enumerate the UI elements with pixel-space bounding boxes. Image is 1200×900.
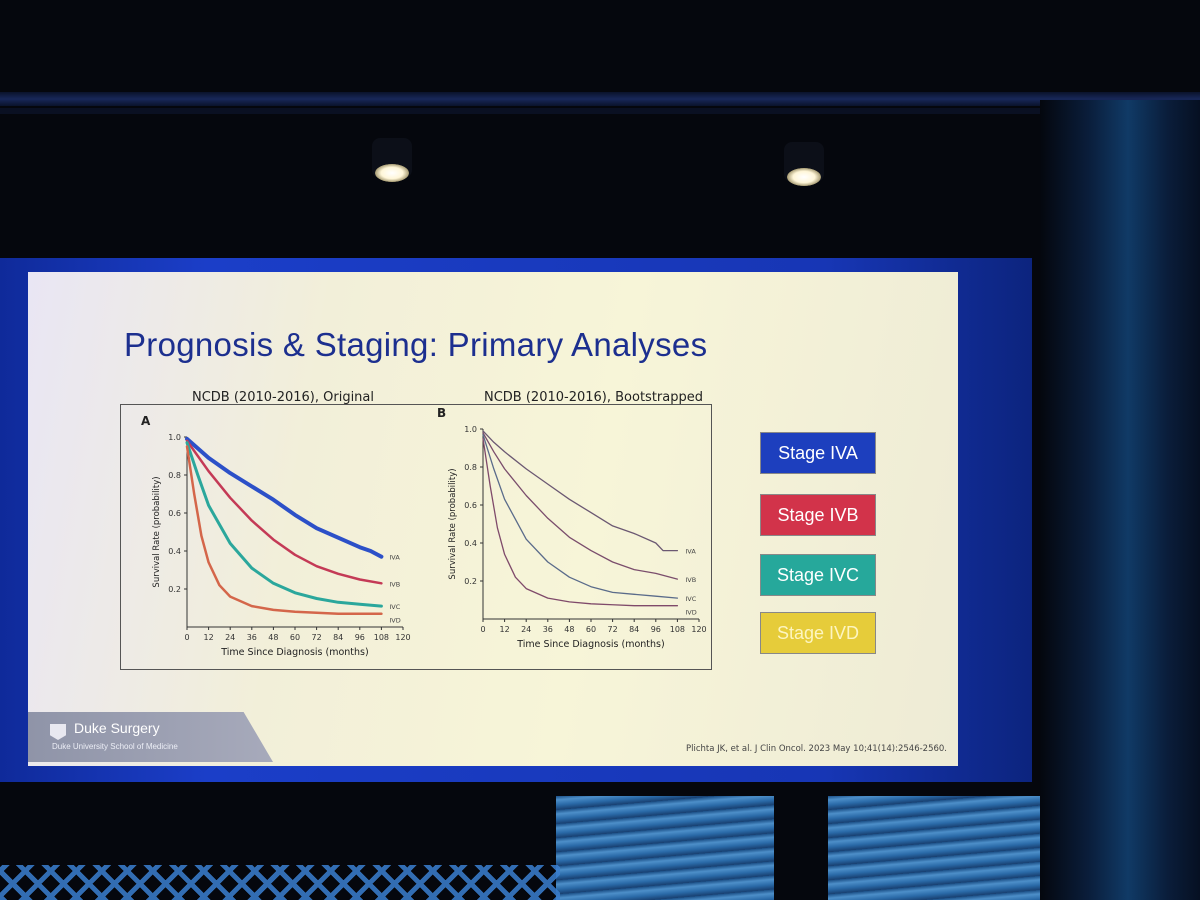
panel-letter: A xyxy=(141,414,151,428)
lighting-truss-bar xyxy=(0,108,1200,114)
series-label-ivb: IVB xyxy=(389,580,400,588)
x-tick-label: 36 xyxy=(543,625,553,634)
lighting-truss xyxy=(0,92,1200,106)
y-axis-label: Survival Rate (probability) xyxy=(152,476,162,587)
survival-chart-a: A 0.2 0.4 0.6 0.8 1.0 0 12 24 36 48 60 72 84 96 108 120 T… xyxy=(141,414,411,658)
series-label-iva: IVA xyxy=(389,554,400,562)
legend-item-stage-ivc: Stage IVC xyxy=(760,554,876,596)
x-tick-label: 60 xyxy=(586,625,596,634)
spotlight-right xyxy=(787,168,821,186)
citation: Plichta JK, et al. J Clin Oncol. 2023 Ma… xyxy=(686,744,947,754)
legend-item-stage-ivb: Stage IVB xyxy=(760,494,876,536)
legend-item-stage-ivd: Stage IVD xyxy=(760,612,876,654)
duke-shield-icon xyxy=(50,724,66,740)
x-tick-label: 120 xyxy=(395,633,410,642)
y-tick-label: 0.4 xyxy=(168,547,181,556)
series-line-ivd xyxy=(482,437,679,607)
y-tick-label: 0.4 xyxy=(464,539,477,548)
series-line-ivb xyxy=(482,432,679,580)
x-axis-label: Time Since Diagnosis (months) xyxy=(516,639,664,650)
stage-panel-left xyxy=(556,796,774,900)
x-tick-label: 108 xyxy=(670,625,685,634)
stage-curtain xyxy=(1040,100,1200,900)
series-label-ivc: IVC xyxy=(389,603,400,611)
x-tick-label: 84 xyxy=(629,625,639,634)
series-line-ivb xyxy=(185,439,383,585)
series-line-ivc xyxy=(482,434,679,599)
duke-surgery-logo: Duke Surgery Duke University School of M… xyxy=(28,712,273,762)
x-tick-label: 12 xyxy=(204,633,214,642)
x-tick-label: 108 xyxy=(374,633,389,642)
figure-frame: A 0.2 0.4 0.6 0.8 1.0 0 12 24 36 48 60 72 84 96 108 120 T… xyxy=(120,404,712,670)
x-tick-label: 60 xyxy=(290,633,300,642)
y-tick-label: 1.0 xyxy=(168,433,181,442)
x-tick-label: 84 xyxy=(333,633,343,642)
series-line-ivc xyxy=(185,441,383,608)
panel-a-title: NCDB (2010-2016), Original xyxy=(192,390,374,405)
panel-b-title: NCDB (2010-2016), Bootstrapped xyxy=(484,390,703,405)
series-line-ivd xyxy=(185,445,383,615)
logo-subtitle: Duke University School of Medicine xyxy=(52,742,178,751)
y-tick-label: 0.6 xyxy=(464,501,477,510)
x-tick-label: 48 xyxy=(564,625,574,634)
series-label-ivb: IVB xyxy=(685,576,696,584)
y-tick-label: 0.2 xyxy=(168,585,181,594)
y-tick-label: 0.8 xyxy=(168,471,181,480)
x-tick-label: 96 xyxy=(651,625,661,634)
y-tick-label: 0.2 xyxy=(464,577,477,586)
y-tick-label: 1.0 xyxy=(464,425,477,434)
x-tick-label: 24 xyxy=(225,633,235,642)
series-label-ivd: IVD xyxy=(685,609,696,617)
x-tick-label: 0 xyxy=(480,625,485,634)
stage-lattice xyxy=(0,865,560,900)
series-label-iva: IVA xyxy=(685,548,696,556)
series-label-ivc: IVC xyxy=(685,595,696,603)
presentation-slide: Prognosis & Staging: Primary Analyses NC… xyxy=(28,272,958,766)
x-tick-label: 12 xyxy=(500,625,510,634)
slide-title: Prognosis & Staging: Primary Analyses xyxy=(124,326,708,363)
x-tick-label: 96 xyxy=(355,633,365,642)
x-axis-label: Time Since Diagnosis (months) xyxy=(220,647,368,658)
panel-letter: B xyxy=(437,406,446,420)
series-line-iva xyxy=(185,436,384,559)
x-tick-label: 72 xyxy=(312,633,322,642)
logo-name: Duke Surgery xyxy=(74,720,160,736)
stage-panel-right xyxy=(828,796,1040,900)
survival-chart-b: B 0.2 0.4 0.6 0.8 1.0 0 12 24 36 48 60 72 84 96 108 120 T… xyxy=(437,406,707,650)
x-tick-label: 36 xyxy=(247,633,257,642)
y-tick-label: 0.8 xyxy=(464,463,477,472)
x-tick-label: 24 xyxy=(521,625,531,634)
y-tick-label: 0.6 xyxy=(168,509,181,518)
x-tick-label: 0 xyxy=(184,633,189,642)
x-tick-label: 72 xyxy=(608,625,618,634)
x-tick-label: 120 xyxy=(691,625,706,634)
x-tick-label: 48 xyxy=(268,633,278,642)
legend-item-stage-iva: Stage IVA xyxy=(760,432,876,474)
y-axis-label: Survival Rate (probability) xyxy=(448,468,458,579)
spotlight-left xyxy=(375,164,409,182)
series-label-ivd: IVD xyxy=(389,617,400,625)
series-line-iva xyxy=(482,430,679,552)
